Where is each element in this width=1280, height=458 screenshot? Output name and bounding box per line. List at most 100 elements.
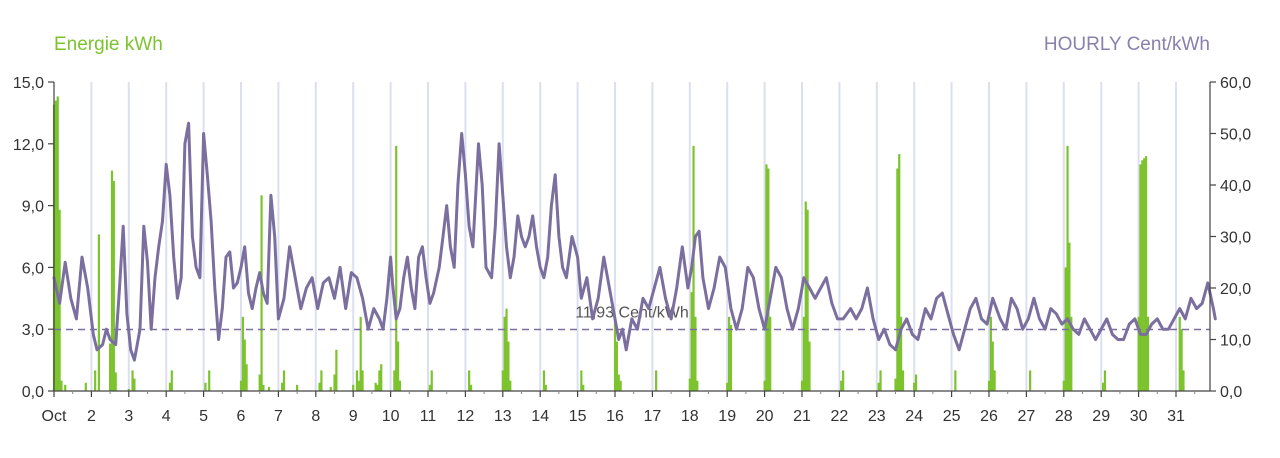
energy-bar <box>241 316 244 391</box>
energy-bar <box>1146 316 1150 391</box>
energy-bar <box>374 382 377 391</box>
price-line-group <box>52 121 1217 362</box>
energy-bar <box>243 339 246 391</box>
left-tick-label: 9,0 <box>22 199 44 216</box>
x-tick-label: 31 <box>1167 408 1185 425</box>
energy-bar <box>208 370 211 391</box>
energy-bar <box>378 370 381 391</box>
energy-bar <box>842 370 845 391</box>
right-tick-label: 30,0 <box>1220 230 1251 247</box>
energy-bar <box>763 380 766 391</box>
x-tick-label: 3 <box>124 408 133 425</box>
energy-bar <box>619 380 622 391</box>
right-tick-label: 10,0 <box>1220 333 1251 350</box>
left-tick-label: 6,0 <box>22 260 44 277</box>
energy-bar <box>509 380 512 391</box>
energy-bar <box>56 96 59 392</box>
energy-bar <box>1070 316 1073 391</box>
energy-bar <box>296 384 299 391</box>
energy-bar <box>361 370 364 391</box>
energy-bar <box>168 382 172 391</box>
x-tick-label: Oct <box>42 408 67 425</box>
energy-bar <box>804 201 807 391</box>
energy-bar <box>615 341 618 391</box>
energy-bar <box>806 209 809 391</box>
energy-bar <box>318 382 321 391</box>
energy-bar <box>582 384 585 391</box>
x-tick-label: 23 <box>868 408 886 425</box>
energy-bar <box>501 370 504 391</box>
right-tick-label: 40,0 <box>1220 178 1251 195</box>
energy-bar <box>109 343 112 391</box>
axes: 0,0 3,0 6,0 9,0 12,0 15,0 0,0 10,0 20,0 30,0 40,0 5… <box>13 75 1251 425</box>
x-tick-label: 20 <box>756 408 774 425</box>
energy-bar <box>1178 316 1181 391</box>
x-tick-label: 25 <box>943 408 961 425</box>
energy-bar <box>690 292 693 391</box>
energy-bar <box>692 145 695 391</box>
energy-bar <box>800 380 804 391</box>
energy-bar <box>393 370 396 391</box>
energy-bar <box>894 378 897 391</box>
left-tick-label: 3,0 <box>22 322 44 339</box>
energy-bar <box>1068 242 1071 391</box>
x-tick-label: 12 <box>457 408 475 425</box>
energy-bar <box>329 386 332 391</box>
energy-bar <box>1144 156 1148 391</box>
energy-bar <box>896 168 899 391</box>
energy-bar <box>840 380 843 391</box>
energy-bar <box>694 316 697 391</box>
energy-bar <box>655 370 658 391</box>
energy-bar <box>398 380 402 391</box>
x-tick-label: 19 <box>718 408 736 425</box>
x-tick-label: 6 <box>237 408 246 425</box>
energy-bar <box>808 341 811 391</box>
energy-bar <box>84 382 87 391</box>
x-tick-label: 15 <box>569 408 587 425</box>
energy-bar <box>54 100 57 391</box>
energy-bar <box>380 364 383 391</box>
energy-bar <box>376 384 379 391</box>
x-tick-label: 10 <box>382 408 400 425</box>
energy-bar <box>1029 370 1032 391</box>
x-tick-label: 4 <box>162 408 171 425</box>
energy-bar <box>802 316 805 391</box>
energy-bar <box>1139 164 1142 391</box>
energy-bar <box>1137 316 1140 391</box>
right-tick-label: 0,0 <box>1220 384 1242 401</box>
energy-bar <box>320 370 323 391</box>
x-tick-label: 11 <box>420 408 437 425</box>
energy-bar <box>898 154 901 391</box>
price-line <box>52 121 1217 362</box>
energy-bar <box>580 370 583 391</box>
energy-bar <box>133 378 136 391</box>
x-tick-label: 13 <box>494 408 512 425</box>
energy-bar <box>60 380 63 391</box>
energy-bar <box>503 316 506 391</box>
energy-bar <box>239 380 243 391</box>
right-tick-label: 60,0 <box>1220 75 1251 92</box>
energy-bar <box>696 380 699 391</box>
energy-bar <box>727 316 731 391</box>
energy-bar <box>335 349 338 391</box>
right-axis-title: HOURLY Cent/kWh <box>1044 34 1210 55</box>
right-tick-label: 20,0 <box>1220 281 1251 298</box>
x-tick-label: 7 <box>274 408 283 425</box>
energy-bar <box>1141 160 1144 391</box>
x-tick-label: 29 <box>1092 408 1110 425</box>
x-tick-label: 22 <box>831 408 849 425</box>
energy-bar <box>352 384 355 391</box>
x-tick-label: 8 <box>311 408 320 425</box>
x-tick-label: 18 <box>681 408 699 425</box>
x-tick-label: 24 <box>905 408 923 425</box>
energy-bar <box>428 384 431 391</box>
energy-bar <box>396 341 400 391</box>
energy-bar <box>127 388 130 391</box>
energy-bar <box>131 370 134 391</box>
x-tick-label: 14 <box>531 408 549 425</box>
energy-bar <box>359 316 362 391</box>
energy-bar <box>170 370 173 391</box>
reference-line-label: 11,93 Cent/kWh <box>575 305 689 322</box>
energy-bar <box>914 374 918 391</box>
x-tick-label: 17 <box>644 408 662 425</box>
